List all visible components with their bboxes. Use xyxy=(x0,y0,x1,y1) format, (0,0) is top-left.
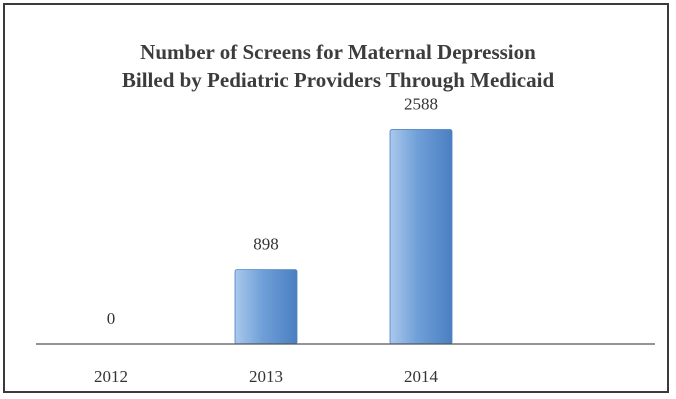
bar-2013 xyxy=(234,269,298,345)
bars-layer xyxy=(234,129,453,345)
data-label-2014: 2588 xyxy=(404,95,438,114)
data-label-2013: 898 xyxy=(253,235,279,254)
chart-title: Number of Screens for Maternal Depressio… xyxy=(0,38,676,94)
chart-frame xyxy=(3,3,669,393)
data-label-2012: 0 xyxy=(107,309,116,328)
labels-layer: 0 2012 898 2013 2588 2014 xyxy=(94,95,439,386)
x-tick-label-2012: 2012 xyxy=(94,367,128,386)
chart-title-line-1: Number of Screens for Maternal Depressio… xyxy=(140,40,536,64)
x-tick-label-2014: 2014 xyxy=(404,367,439,386)
bar-2014 xyxy=(389,129,453,345)
x-tick-label-2013: 2013 xyxy=(249,367,283,386)
chart-title-line-2: Billed by Pediatric Providers Through Me… xyxy=(121,68,555,92)
